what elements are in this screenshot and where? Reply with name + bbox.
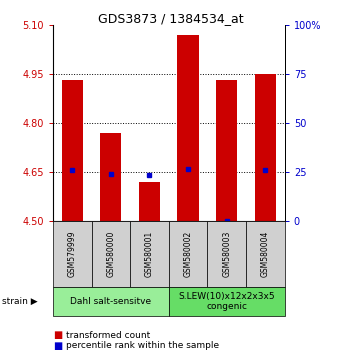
Bar xyxy=(177,35,199,221)
Text: Dahl salt-sensitve: Dahl salt-sensitve xyxy=(70,297,151,306)
Bar xyxy=(100,133,121,221)
Text: GSM580001: GSM580001 xyxy=(145,231,154,277)
Text: ■: ■ xyxy=(53,341,62,351)
Text: GSM580004: GSM580004 xyxy=(261,231,270,277)
Text: transformed count: transformed count xyxy=(66,331,151,340)
Text: strain ▶: strain ▶ xyxy=(2,297,37,306)
Bar xyxy=(139,182,160,221)
Text: GSM579999: GSM579999 xyxy=(68,231,77,277)
Bar xyxy=(216,80,237,221)
Text: GDS3873 / 1384534_at: GDS3873 / 1384534_at xyxy=(98,12,243,25)
Bar xyxy=(255,74,276,221)
Bar xyxy=(61,80,83,221)
Text: GSM580000: GSM580000 xyxy=(106,231,115,277)
Text: ■: ■ xyxy=(53,330,62,340)
Text: GSM580002: GSM580002 xyxy=(183,231,193,277)
Text: percentile rank within the sample: percentile rank within the sample xyxy=(66,341,220,350)
Text: GSM580003: GSM580003 xyxy=(222,231,231,277)
Text: S.LEW(10)x12x2x3x5
congenic: S.LEW(10)x12x2x3x5 congenic xyxy=(178,292,275,311)
